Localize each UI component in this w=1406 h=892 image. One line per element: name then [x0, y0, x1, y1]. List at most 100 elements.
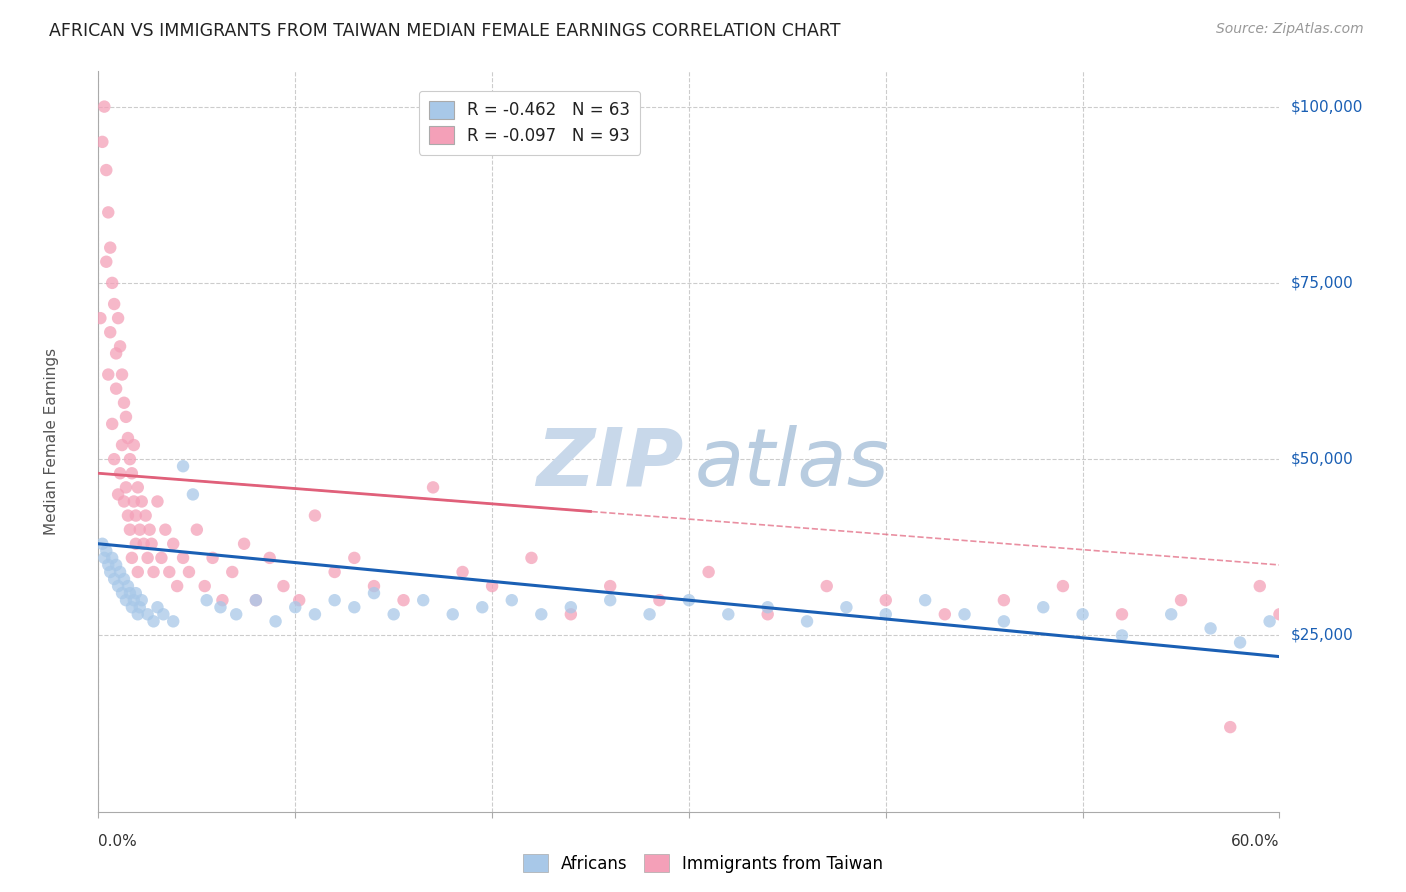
- Point: [117, 579, 139, 593]
- Point: [166, 579, 188, 593]
- Point: [201, 550, 224, 565]
- Point: [121, 550, 143, 565]
- Point: [323, 565, 346, 579]
- Point: [264, 615, 287, 629]
- Point: [136, 550, 159, 565]
- Point: [1268, 607, 1291, 622]
- Point: [1367, 720, 1389, 734]
- Point: [914, 593, 936, 607]
- Point: [127, 565, 149, 579]
- Point: [323, 593, 346, 607]
- Point: [441, 607, 464, 622]
- Point: [131, 593, 153, 607]
- Point: [934, 607, 956, 622]
- Point: [122, 593, 145, 607]
- Point: [392, 593, 415, 607]
- Point: [105, 558, 128, 572]
- Point: [304, 607, 326, 622]
- Point: [1327, 607, 1350, 622]
- Point: [451, 565, 474, 579]
- Text: $50,000: $50,000: [1291, 451, 1354, 467]
- Point: [117, 431, 139, 445]
- Point: [127, 480, 149, 494]
- Point: [122, 438, 145, 452]
- Point: [107, 579, 129, 593]
- Point: [177, 565, 200, 579]
- Point: [599, 593, 621, 607]
- Point: [97, 368, 120, 382]
- Point: [103, 297, 125, 311]
- Point: [815, 579, 838, 593]
- Point: [108, 565, 131, 579]
- Point: [756, 600, 779, 615]
- Point: [343, 550, 366, 565]
- Point: [103, 452, 125, 467]
- Point: [125, 508, 148, 523]
- Point: [141, 537, 163, 551]
- Point: [422, 480, 444, 494]
- Point: [127, 607, 149, 622]
- Point: [195, 593, 218, 607]
- Point: [96, 254, 118, 268]
- Text: Source: ZipAtlas.com: Source: ZipAtlas.com: [1216, 22, 1364, 37]
- Point: [211, 593, 233, 607]
- Point: [138, 523, 160, 537]
- Point: [152, 607, 174, 622]
- Point: [115, 409, 138, 424]
- Point: [162, 537, 184, 551]
- Point: [233, 537, 256, 551]
- Point: [221, 565, 243, 579]
- Point: [135, 508, 157, 523]
- Point: [697, 565, 720, 579]
- Point: [1111, 628, 1133, 642]
- Point: [1111, 607, 1133, 622]
- Point: [101, 417, 124, 431]
- Point: [91, 537, 114, 551]
- Point: [155, 523, 177, 537]
- Point: [112, 396, 135, 410]
- Point: [530, 607, 553, 622]
- Point: [172, 459, 194, 474]
- Point: [128, 600, 150, 615]
- Point: [1386, 579, 1406, 593]
- Point: [115, 593, 138, 607]
- Point: [118, 452, 141, 467]
- Point: [111, 586, 134, 600]
- Point: [1052, 579, 1074, 593]
- Point: [150, 550, 173, 565]
- Point: [875, 593, 897, 607]
- Point: [363, 579, 385, 593]
- Point: [131, 494, 153, 508]
- Point: [1258, 615, 1281, 629]
- Point: [112, 572, 135, 586]
- Point: [128, 523, 150, 537]
- Point: [412, 593, 434, 607]
- Point: [101, 550, 124, 565]
- Point: [125, 586, 148, 600]
- Point: [273, 579, 295, 593]
- Point: [471, 600, 494, 615]
- Point: [108, 339, 131, 353]
- Point: [101, 276, 124, 290]
- Point: [288, 593, 311, 607]
- Point: [245, 593, 267, 607]
- Point: [107, 311, 129, 326]
- Point: [638, 607, 661, 622]
- Point: [105, 382, 128, 396]
- Point: [93, 550, 115, 565]
- Point: [108, 467, 131, 481]
- Point: [103, 572, 125, 586]
- Point: [225, 607, 247, 622]
- Point: [259, 550, 281, 565]
- Text: Median Female Earnings: Median Female Earnings: [44, 348, 59, 535]
- Point: [142, 615, 165, 629]
- Point: [382, 607, 405, 622]
- Point: [520, 550, 543, 565]
- Point: [560, 600, 582, 615]
- Point: [172, 550, 194, 565]
- Text: 60.0%: 60.0%: [1232, 834, 1279, 849]
- Point: [97, 558, 120, 572]
- Point: [1347, 593, 1369, 607]
- Legend: Africans, Immigrants from Taiwan: Africans, Immigrants from Taiwan: [516, 847, 890, 880]
- Point: [91, 135, 114, 149]
